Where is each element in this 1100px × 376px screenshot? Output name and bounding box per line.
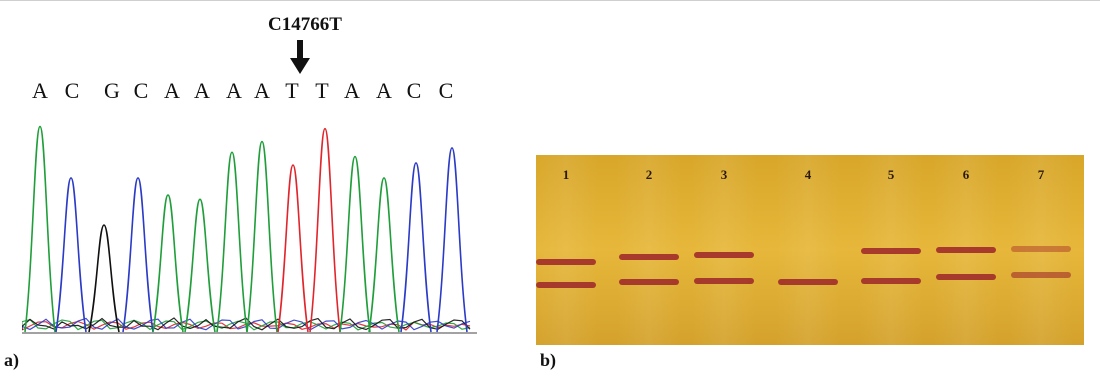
gel-band-upper (861, 248, 921, 254)
base-letter: A (32, 78, 48, 103)
gel-band-lower (536, 282, 596, 288)
gel-lane (692, 155, 756, 345)
chromatogram-peak (122, 177, 154, 333)
base-letter: T (315, 78, 329, 103)
chromatogram-peak (277, 164, 309, 333)
base-letter: C (64, 78, 80, 103)
top-rule (0, 0, 1100, 1)
base-letter: T (285, 78, 299, 103)
mutation-label: C14766T (268, 14, 342, 35)
base-letter: A (226, 78, 242, 103)
gel-band-upper (936, 247, 996, 253)
base-letter: A (376, 78, 392, 103)
gel-band-lower (1011, 272, 1071, 278)
lane-number: 1 (563, 167, 570, 182)
base-letter: C (406, 78, 422, 103)
chromatogram-peak (216, 151, 248, 333)
chromatogram-peak (400, 162, 432, 333)
gel-band-upper (619, 254, 679, 260)
gel-band-lower (936, 274, 996, 280)
chromatogram (22, 125, 477, 334)
gel-band-lower (619, 279, 679, 285)
chromatogram-peak (246, 140, 278, 333)
lane-number: 4 (805, 167, 812, 182)
base-letter: A (254, 78, 270, 103)
base-letter: A (344, 78, 360, 103)
chromatogram-peak (55, 177, 87, 333)
lane-number: 2 (646, 167, 653, 182)
lane-number: 7 (1038, 167, 1045, 182)
gel-band-lower (861, 278, 921, 284)
base-letter: C (438, 78, 454, 103)
base-letter: C (133, 78, 149, 103)
lane-number: 3 (721, 167, 728, 182)
lane-number: 5 (888, 167, 895, 182)
panel-label-a: a) (4, 350, 19, 370)
gel-lane (617, 155, 681, 345)
chromatogram-peak (88, 224, 120, 333)
gel-band-upper (1011, 246, 1071, 252)
gel-band-lower (778, 279, 838, 285)
base-letter: A (164, 78, 180, 103)
chromatogram-peak (436, 147, 468, 333)
gel-band-upper (536, 259, 596, 265)
gel-band-lower (694, 278, 754, 284)
chromatogram-peak (309, 127, 341, 333)
chromatogram-peak (184, 198, 216, 333)
arrow-down-icon (290, 40, 310, 74)
lane-number: 6 (963, 167, 970, 182)
chromatogram-peak (24, 125, 56, 333)
chromatogram-peak (368, 177, 400, 333)
gel-band-upper (694, 252, 754, 258)
chromatogram-peak (152, 194, 184, 333)
base-letter: G (104, 78, 120, 103)
panel-label-b: b) (540, 350, 557, 370)
gel-image: 1 2 3 4 5 6 7 (536, 155, 1084, 345)
gel-lane (536, 155, 598, 345)
chromatogram-peak (339, 155, 371, 333)
gel-lane (776, 155, 840, 345)
base-letter: A (194, 78, 210, 103)
